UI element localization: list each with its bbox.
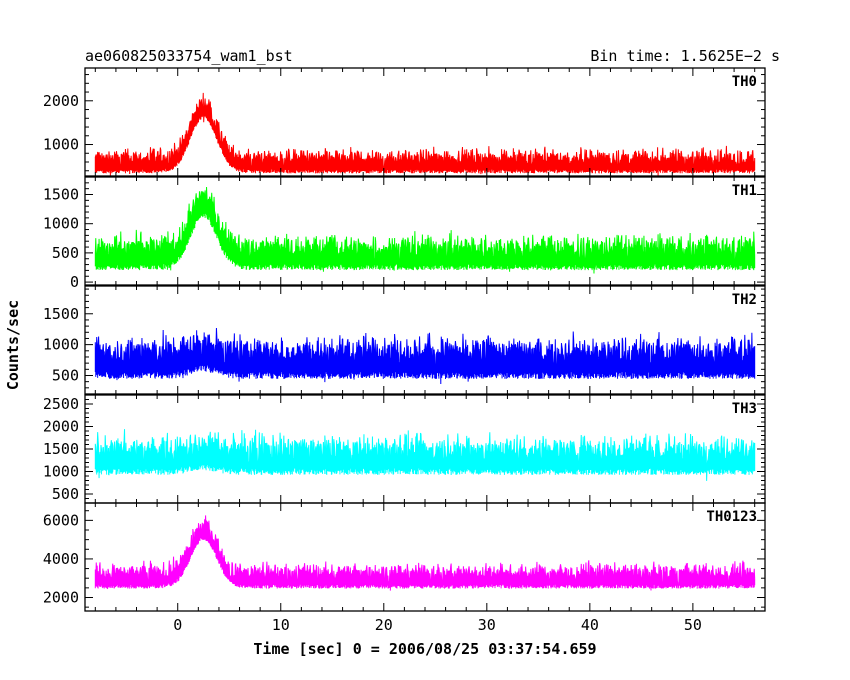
y-tick-label: 1500 <box>43 186 79 204</box>
series-line-th0 <box>94 92 756 176</box>
y-tick-label: 2000 <box>43 418 79 436</box>
y-tick-label: 500 <box>52 366 79 384</box>
x-tick-label: 20 <box>375 616 393 634</box>
series-line-th2 <box>94 327 756 385</box>
x-tick-label: 0 <box>173 616 182 634</box>
y-tick-label: 2000 <box>43 589 79 607</box>
panel-th3: 500 1000 1500 2000 2500 TH3 <box>43 394 766 504</box>
series-line-th3 <box>94 429 756 481</box>
x-tick-label: 10 <box>272 616 290 634</box>
y-tick-label: 500 <box>52 485 79 503</box>
y-tick-label: 0 <box>70 273 79 291</box>
series-line-th1 <box>94 187 756 274</box>
y-tick-label: 1000 <box>43 463 79 481</box>
y-tick-label: 500 <box>52 244 79 262</box>
y-tick-label: 2500 <box>43 395 79 413</box>
chart-title-right: Bin time: 1.5625E−2 s <box>590 47 780 65</box>
panel-th1: 0 500 1000 1500 TH1 <box>43 176 766 291</box>
y-tick-label: 4000 <box>43 550 79 568</box>
y-tick-label: 6000 <box>43 511 79 529</box>
y-tick-label: 1500 <box>43 305 79 323</box>
legend-label-th2: TH2 <box>732 292 757 308</box>
panel-frame <box>84 285 766 395</box>
y-tick-label: 1500 <box>43 440 79 458</box>
y-tick-label: 1000 <box>43 215 79 233</box>
series-line-th0123 <box>94 515 756 591</box>
y-tick-label: 2000 <box>43 92 79 110</box>
y-tick-label: 1000 <box>43 136 79 154</box>
panel-th0: 1000 2000 TH0 <box>43 67 766 177</box>
x-tick-label: 40 <box>581 616 599 634</box>
legend-label-th1: TH1 <box>732 183 757 199</box>
y-axis-label: Counts/sec <box>4 300 22 390</box>
panel-th2: 500 1000 1500 TH2 <box>43 285 766 395</box>
legend-label-th0123: TH0123 <box>706 509 757 525</box>
panel-th0123: 2000 4000 6000 TH0123 <box>43 502 766 612</box>
x-tick-label: 30 <box>478 616 496 634</box>
legend-label-th0: TH0 <box>732 74 757 90</box>
legend-label-th3: TH3 <box>732 401 757 417</box>
x-tick-label: 50 <box>684 616 702 634</box>
x-axis-label: Time [sec] 0 = 2006/08/25 03:37:54.659 <box>253 640 596 658</box>
chart-title-left: ae060825033754_wam1_bst <box>85 47 293 65</box>
y-tick-label: 1000 <box>43 336 79 354</box>
